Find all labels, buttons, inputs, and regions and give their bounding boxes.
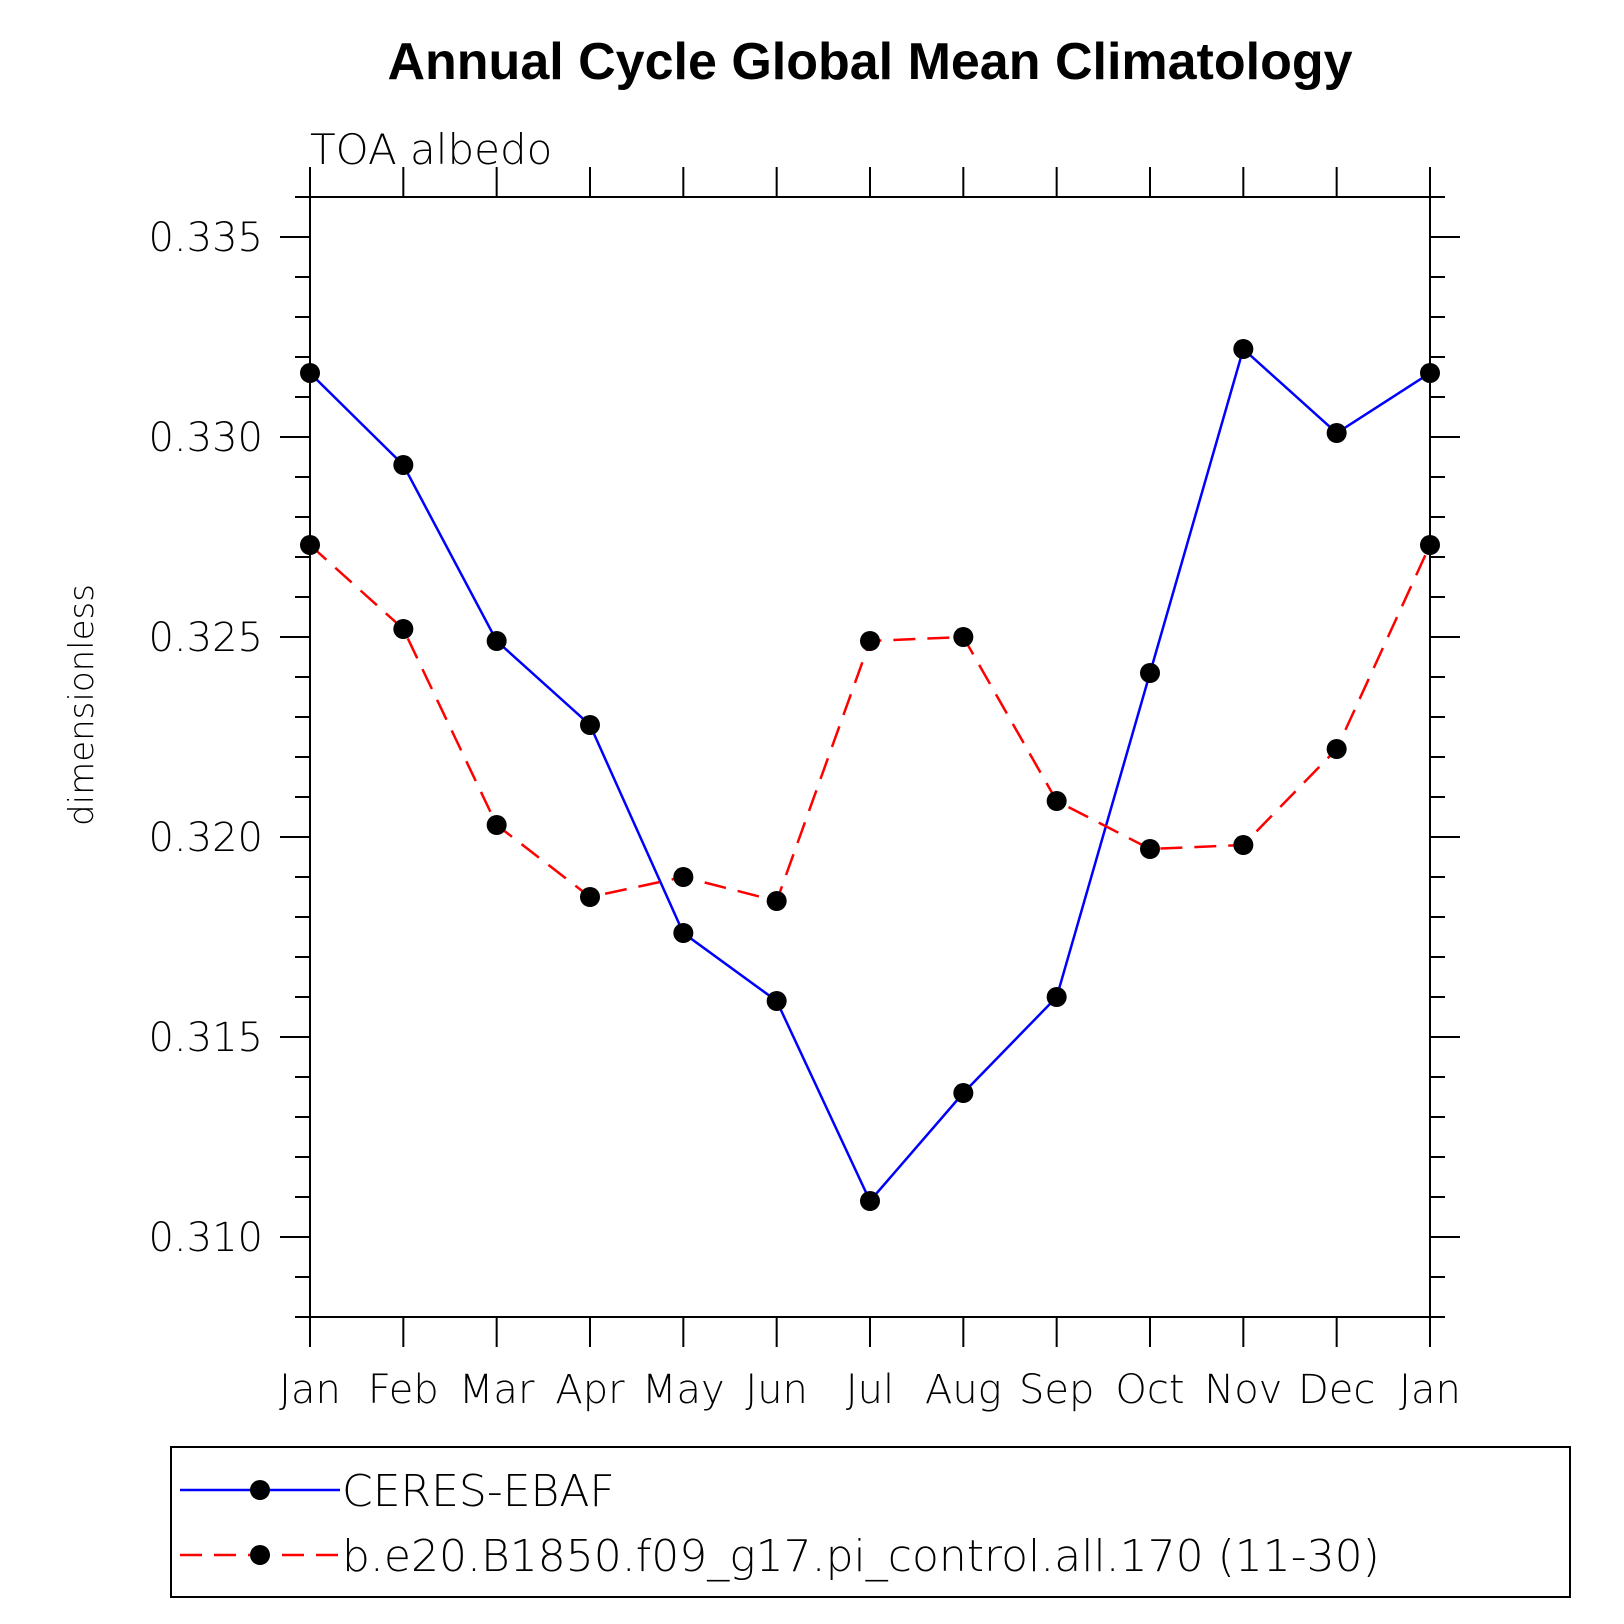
legend-item-1: CERES-EBAF: [180, 1466, 615, 1517]
data-point: [673, 867, 694, 887]
axis-ticks: [280, 167, 1460, 1347]
x-tick-labels: Jan Feb Mar Apr May Jun Jul Aug Sep Oct Nov Dec Jan: [279, 1367, 1461, 1413]
x-tick-label: Mar: [459, 1367, 535, 1413]
legend: CERES-EBAF b.e20.B1850.f09_g17.pi_control…: [180, 1466, 1380, 1582]
data-point: [393, 455, 414, 475]
series-line: [309, 544, 1432, 903]
x-tick-label: Nov: [1204, 1367, 1282, 1413]
data-point: [860, 1191, 880, 1211]
data-point: [1420, 363, 1440, 383]
x-tick-label: Sep: [1019, 1367, 1094, 1413]
data-point: [393, 619, 414, 639]
x-tick-label: Aug: [925, 1367, 1002, 1413]
data-point: [1420, 535, 1440, 555]
x-tick-label: Apr: [555, 1367, 625, 1413]
y-tick-label: 0.310: [148, 1215, 263, 1261]
x-tick-label: Feb: [368, 1367, 439, 1413]
legend-box: [170, 1446, 1571, 1598]
data-point: [860, 631, 880, 651]
legend-swatch-marker: [250, 1480, 270, 1500]
x-tick-label: Jan: [279, 1367, 341, 1413]
series-layer: [300, 339, 1440, 1211]
series-line: [309, 346, 1431, 1204]
series-1: [300, 339, 1440, 1211]
x-tick-label: Jun: [745, 1367, 808, 1413]
data-point: [580, 887, 600, 907]
x-tick-label: Dec: [1298, 1367, 1375, 1413]
data-point: [300, 363, 320, 383]
legend-label: b.e20.B1850.f09_g17.pi_control.all.170 (…: [342, 1531, 1380, 1582]
chart-subtitle: TOA albedo: [310, 125, 552, 174]
series-2: [300, 535, 1440, 911]
x-tick-label: Jan: [1399, 1367, 1461, 1413]
data-point: [1140, 839, 1160, 859]
data-point: [1046, 791, 1067, 811]
data-point: [953, 627, 974, 647]
legend-item-2: b.e20.B1850.f09_g17.pi_control.all.170 (…: [180, 1531, 1380, 1582]
data-point: [580, 715, 600, 735]
y-tick-label: 0.330: [148, 415, 263, 461]
data-point: [953, 1083, 974, 1103]
data-point: [766, 991, 787, 1011]
x-tick-label: Oct: [1115, 1367, 1184, 1413]
data-point: [1233, 339, 1254, 359]
x-tick-label: May: [642, 1367, 725, 1413]
data-point: [1233, 835, 1254, 855]
y-tick-label: 0.335: [148, 215, 263, 261]
legend-swatch-marker: [250, 1545, 270, 1565]
y-tick-label: 0.315: [148, 1015, 263, 1061]
legend-label: CERES-EBAF: [342, 1466, 615, 1517]
data-point: [1326, 423, 1347, 443]
y-tick-label: 0.320: [148, 815, 263, 861]
data-point: [1140, 663, 1160, 683]
data-point: [673, 923, 694, 943]
data-point: [1326, 739, 1347, 759]
data-point: [486, 815, 507, 835]
x-tick-label: Jul: [846, 1367, 894, 1413]
y-tick-label: 0.325: [148, 615, 263, 661]
data-point: [486, 631, 507, 651]
chart-title: Annual Cycle Global Mean Climatology: [387, 33, 1352, 91]
y-tick-labels: 0.310 0.315 0.320 0.325 0.330 0.335: [148, 215, 263, 1261]
data-point: [300, 535, 320, 555]
data-point: [1046, 987, 1067, 1007]
y-axis-label: dimensionless: [62, 584, 102, 826]
data-point: [766, 891, 787, 911]
